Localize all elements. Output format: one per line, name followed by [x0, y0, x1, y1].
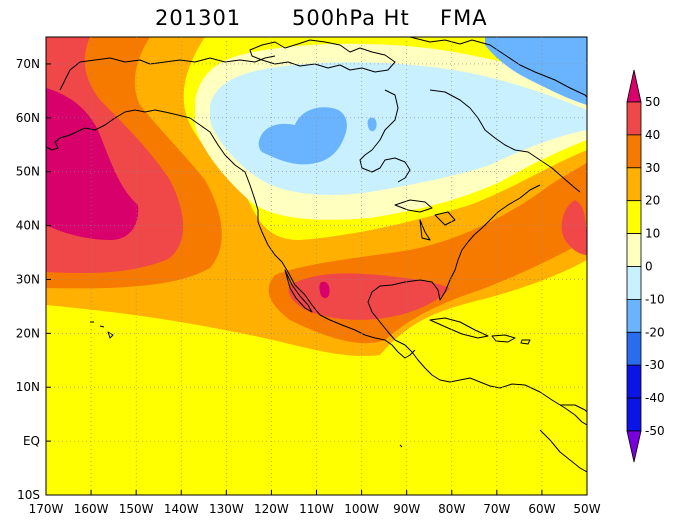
y-tick-label: 30N: [16, 272, 40, 286]
colorbar-level-label: 30: [645, 161, 660, 175]
colorbar-segment: [626, 397, 642, 432]
greenland-coastline: [409, 37, 587, 98]
puerto-rico-coastline: [520, 339, 531, 345]
hispaniola-coastline: [491, 334, 516, 343]
title-variable: 500hPa Ht: [292, 6, 410, 30]
alaska-coastline: [46, 109, 416, 359]
us-east-coastline: [367, 184, 541, 341]
colorbar-level-label: -30: [645, 358, 665, 372]
y-axis-ticks: 70N 60N 50N 40N 30N 20N 10N EQ 10S: [16, 57, 51, 502]
colorbar-level-label: -10: [645, 292, 665, 306]
x-tick-label: 160W: [74, 502, 109, 516]
title-season: FMA: [440, 6, 488, 30]
colorbar-segment: [626, 266, 642, 300]
colorbar-level-label: -20: [645, 325, 665, 339]
positive-50-fill: [46, 88, 139, 240]
colorbar-bottom-arrow: [626, 430, 642, 463]
galapagos-islands: [399, 444, 403, 448]
colorbar-segment: [626, 331, 642, 366]
y-tick-label: 10S: [17, 488, 40, 502]
arctic-islands: [249, 39, 396, 73]
x-tick-label: 170W: [29, 502, 64, 516]
y-tick-label: 10N: [16, 380, 40, 394]
colorbar-level-label: 10: [645, 227, 660, 241]
x-tick-label: 80W: [438, 502, 465, 516]
colorbar-top-arrow: [626, 69, 642, 103]
negative-20-fill-canada: [258, 107, 347, 165]
x-tick-label: 70W: [483, 502, 510, 516]
x-axis-ticks: 170W 160W 150W 140W 130W 120W 110W 100W 90W 80W 70…: [29, 490, 601, 516]
y-tick-label: 70N: [16, 57, 40, 71]
south-america-coastline: [539, 404, 587, 473]
colorbar-level-label: 40: [645, 128, 660, 142]
y-tick-label: 20N: [16, 326, 40, 340]
great-lakes: [394, 199, 456, 241]
x-tick-label: 150W: [119, 502, 154, 516]
colorbar-segment: [626, 364, 642, 399]
colorbar-segment: [626, 233, 642, 267]
x-tick-label: 60W: [528, 502, 555, 516]
hudson-bay-coastline: [359, 89, 411, 183]
colorbar-level-label: 20: [645, 194, 660, 208]
grid-lines: [46, 37, 587, 495]
positive-40-fill-gulf: [288, 273, 450, 320]
x-tick-label: 50W: [573, 502, 600, 516]
baja-coastline: [284, 269, 313, 313]
y-tick-label: 60N: [16, 111, 40, 125]
cuba-coastline: [429, 317, 489, 339]
x-tick-label: 90W: [393, 502, 420, 516]
x-tick-label: 100W: [344, 502, 379, 516]
negative-20-fill-patch: [367, 117, 377, 132]
colorbar-segment: [626, 134, 642, 169]
colorbar-level-label: -50: [645, 424, 665, 438]
positive-50-fill-mexico: [319, 281, 330, 299]
x-tick-label: 110W: [299, 502, 334, 516]
positive-40-fill-atlantic: [561, 200, 587, 255]
colorbar-level-label: -40: [645, 391, 665, 405]
colorbar-segment: [626, 101, 642, 136]
y-tick-label: EQ: [23, 434, 40, 448]
colorbar-segment: [626, 298, 642, 333]
negative-20-fill: [485, 37, 587, 105]
colorbar-segment: [626, 200, 642, 234]
x-tick-label: 130W: [209, 502, 244, 516]
coastlines: [46, 37, 587, 473]
colorbar-segment: [626, 167, 642, 202]
y-tick-label: 40N: [16, 219, 40, 233]
arctic-coastline: [59, 55, 276, 91]
colorbar-level-label: 50: [645, 95, 660, 109]
x-tick-label: 140W: [164, 502, 199, 516]
title-date: 201301: [155, 6, 241, 30]
labrador-coastline: [429, 89, 581, 193]
colorbar: 50 40 30 20 10 0 -10 -20 -30 -40 -50: [626, 69, 665, 463]
colorbar-level-label: 0: [645, 260, 653, 274]
x-tick-label: 120W: [254, 502, 289, 516]
y-tick-label: 50N: [16, 165, 40, 179]
